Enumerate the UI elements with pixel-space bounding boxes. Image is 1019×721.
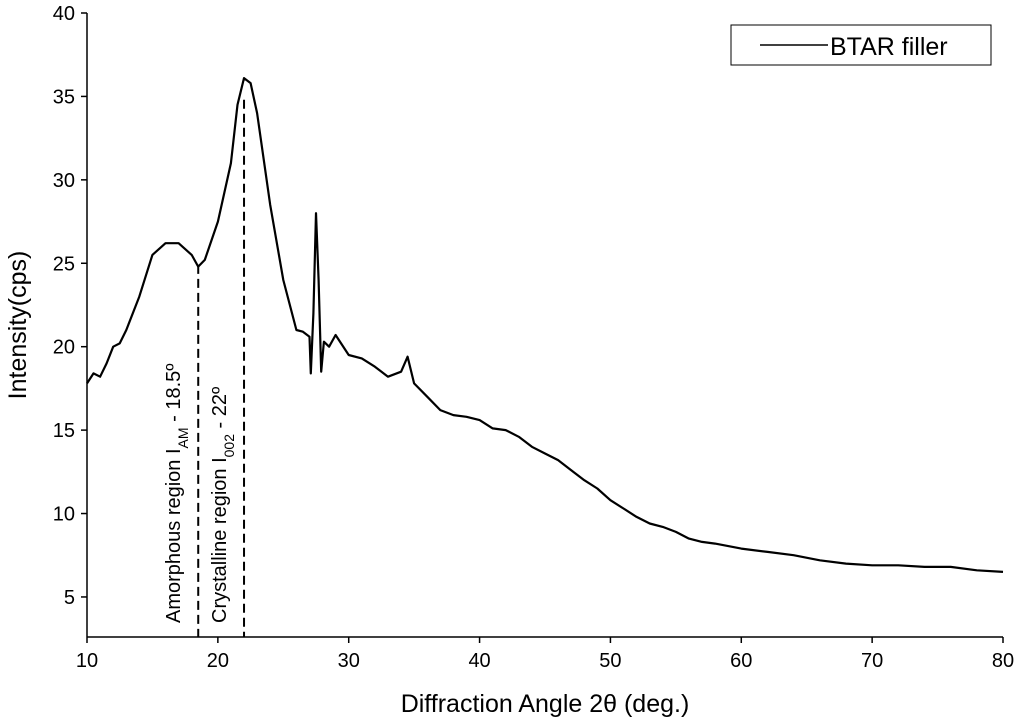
annotation-suffix: - 18.5º <box>163 363 185 428</box>
annotation: Crystalline region I002 - 22º <box>209 386 237 623</box>
annotation: Amorphous region IAM - 18.5º <box>163 363 191 623</box>
x-tick-label: 30 <box>338 650 360 672</box>
x-tick-label: 80 <box>992 650 1014 672</box>
annotation-text: Amorphous region I <box>163 448 185 623</box>
x-tick-label: 40 <box>468 650 490 672</box>
y-tick-label: 25 <box>53 253 75 275</box>
annotation-text: Crystalline region I <box>209 457 231 623</box>
y-tick-label: 35 <box>53 86 75 108</box>
legend-label: BTAR filler <box>830 33 948 61</box>
annotation-sub: 002 <box>221 434 237 458</box>
annotation-sub: AM <box>175 427 191 448</box>
x-tick-label: 70 <box>861 650 883 672</box>
x-tick-label: 50 <box>599 650 621 672</box>
annotation-suffix: - 22º <box>209 386 231 434</box>
y-axis-label: Intensity(cps) <box>4 251 32 400</box>
y-tick-label: 15 <box>53 420 75 442</box>
y-tick-label: 20 <box>53 337 75 359</box>
y-tick-label: 5 <box>64 587 75 609</box>
x-tick-label: 20 <box>207 650 229 672</box>
data-line <box>86 77 1004 573</box>
x-tick-label: 10 <box>76 650 98 672</box>
y-tick-label: 30 <box>53 170 75 192</box>
x-tick-label: 60 <box>730 650 752 672</box>
y-tick-label: 40 <box>53 3 75 25</box>
x-axis-label: Diffraction Angle 2θ (deg.) <box>401 690 690 718</box>
y-tick-label: 10 <box>53 504 75 526</box>
